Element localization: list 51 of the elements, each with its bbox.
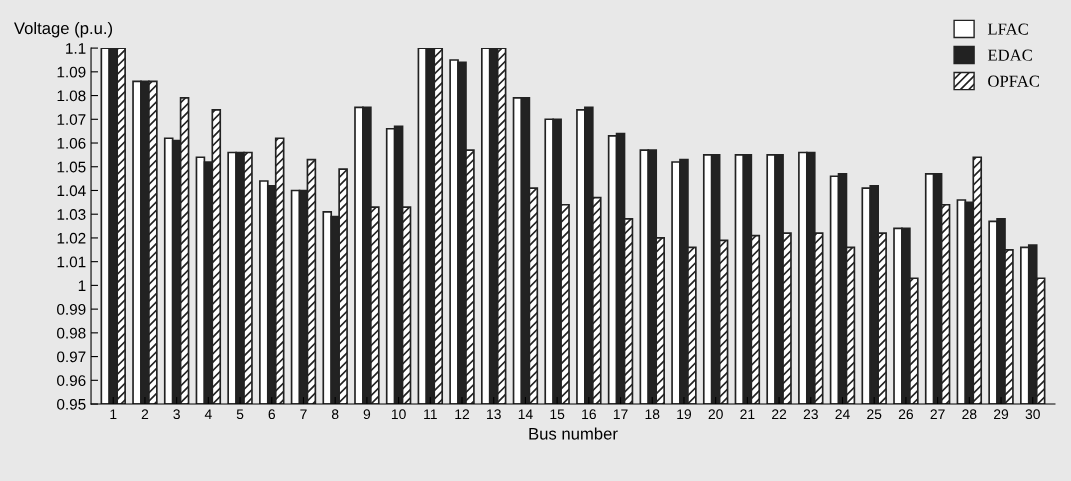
x-tick-label: 6 — [268, 409, 276, 420]
x-axis-title: Bus number — [529, 427, 618, 440]
y-tick-label: 1.05 — [57, 161, 86, 173]
x-tick-label: 20 — [708, 409, 723, 420]
y-tick-label: 1.04 — [57, 185, 86, 197]
y-tick-label: 1.01 — [57, 256, 86, 268]
y-tick-label: 0.99 — [57, 303, 86, 315]
x-tick-label: 5 — [236, 409, 244, 420]
x-tick-label: 10 — [391, 409, 406, 420]
legend-label: OPFAC — [988, 75, 1040, 87]
y-tick-label: 0.95 — [57, 398, 86, 410]
y-axis-title: Voltage (p.u.) — [14, 21, 113, 38]
x-tick-label: 30 — [1025, 409, 1040, 420]
x-tick-label: 28 — [962, 409, 977, 420]
x-tick-label: 15 — [550, 409, 565, 420]
x-tick-label: 12 — [455, 409, 470, 419]
x-tick-label: 26 — [898, 409, 914, 420]
y-tick-label: 0.96 — [57, 375, 86, 386]
y-tick-label: 1.07 — [57, 114, 86, 125]
x-tick-label: 27 — [930, 409, 945, 419]
x-tick-label: 3 — [173, 409, 180, 420]
x-tick-label: 9 — [363, 409, 371, 420]
y-tick-label: 1.1 — [66, 43, 86, 54]
legend-label: LFAC — [987, 23, 1028, 35]
x-tick-label: 19 — [677, 409, 692, 420]
y-tick-label: 1.08 — [57, 90, 86, 102]
x-tick-label: 2 — [141, 409, 149, 419]
x-tick-label: 29 — [994, 409, 1009, 420]
y-tick-label: 1.03 — [57, 209, 86, 220]
legend-label: EDAC — [987, 49, 1032, 61]
x-tick-label: 25 — [867, 409, 882, 420]
y-tick-label: 1 — [78, 280, 86, 291]
x-tick-label: 24 — [835, 409, 850, 419]
x-tick-label: 7 — [300, 409, 307, 419]
x-tick-label: 11 — [424, 409, 437, 419]
x-tick-label: 1 — [110, 409, 117, 419]
x-tick-label: 23 — [803, 409, 818, 420]
x-tick-label: 17 — [613, 409, 628, 419]
x-tick-label: 21 — [740, 409, 755, 419]
y-tick-label: 1.02 — [57, 232, 86, 244]
y-tick-label: 1.06 — [57, 137, 86, 149]
x-tick-label: 4 — [204, 409, 212, 419]
x-tick-label: 16 — [582, 409, 596, 420]
x-tick-label: 18 — [645, 409, 660, 420]
x-tick-label: 8 — [331, 409, 339, 420]
y-tick-label: 0.98 — [57, 327, 86, 339]
y-tick-label: 0.97 — [57, 351, 86, 363]
x-tick-label: 14 — [518, 409, 533, 419]
x-tick-label: 13 — [487, 409, 501, 420]
y-tick-label: 1.09 — [57, 66, 86, 78]
x-tick-label: 22 — [772, 409, 787, 419]
